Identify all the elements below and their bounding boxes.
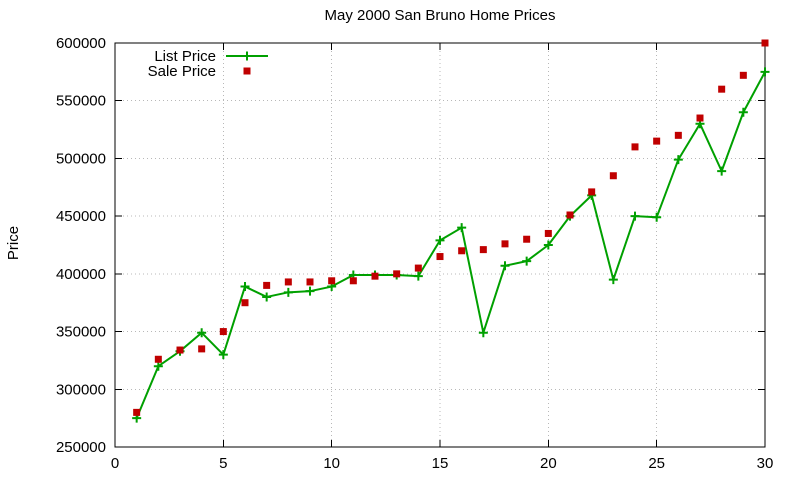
y-tick-label: 250000: [56, 439, 106, 456]
x-tick-label: 25: [648, 455, 665, 472]
sale-price-marker: [306, 278, 314, 286]
list-price-marker: [608, 275, 618, 285]
x-tick-label: 0: [111, 455, 119, 472]
x-tick-label: 30: [757, 455, 774, 472]
sale-price-marker: [328, 277, 336, 285]
sale-price-marker: [609, 172, 617, 180]
x-tick-label: 10: [323, 455, 340, 472]
list-price-marker: [262, 292, 272, 302]
y-tick-label: 450000: [56, 208, 106, 225]
x-tick-label: 15: [432, 455, 449, 472]
sale-price-marker: [154, 355, 162, 363]
legend-label-sale-price: Sale Price: [148, 63, 216, 80]
sale-price-marker: [631, 143, 639, 151]
sale-price-marker: [198, 345, 206, 353]
list-price-marker: [673, 155, 683, 165]
list-price-marker: [738, 107, 748, 117]
list-price-marker: [413, 271, 423, 281]
sale-price-marker: [371, 272, 379, 280]
sale-price-marker: [479, 246, 487, 254]
sale-price-marker: [566, 211, 574, 219]
y-tick-label: 600000: [56, 35, 106, 52]
sale-price-marker: [393, 270, 401, 278]
sale-price-marker: [263, 281, 271, 289]
list-price-marker: [760, 67, 770, 77]
list-price-marker: [218, 350, 228, 360]
sale-price-marker: [739, 71, 747, 79]
sale-price-marker: [436, 253, 444, 261]
sale-price-marker: [544, 229, 552, 237]
sale-price-marker: [588, 188, 596, 196]
sale-price-marker: [458, 247, 466, 255]
sale-price-marker: [284, 278, 292, 286]
list-price-marker: [630, 211, 640, 221]
sale-price-marker: [133, 408, 141, 416]
chart-title: May 2000 San Bruno Home Prices: [324, 7, 556, 24]
sale-price-marker: [176, 346, 184, 354]
sale-price-marker: [414, 264, 422, 272]
y-tick-label: 400000: [56, 266, 106, 283]
x-tick-label: 20: [540, 455, 557, 472]
list-price-marker: [305, 286, 315, 296]
list-price-marker: [717, 166, 727, 176]
list-price-marker: [197, 328, 207, 338]
sale-price-marker: [696, 114, 704, 122]
list-price-marker: [543, 240, 553, 250]
list-price-marker: [500, 261, 510, 271]
list-price-marker: [240, 282, 250, 292]
sale-price-marker: [653, 137, 661, 145]
sale-price-marker: [761, 39, 769, 47]
legend-sample-marker-sale-price: [243, 67, 251, 75]
list-price-line: [135, 71, 766, 419]
plot-frame: [114, 42, 766, 448]
y-tick-label: 300000: [56, 381, 106, 398]
sale-price-marker: [501, 240, 509, 248]
x-tick-label: 5: [219, 455, 227, 472]
y-tick-label: 550000: [56, 93, 106, 110]
list-price-marker: [652, 212, 662, 222]
y-tick-label: 350000: [56, 324, 106, 341]
sale-price-marker: [241, 299, 249, 307]
legend-label-list-price: List Price: [154, 48, 216, 65]
legend-sample-marker-list-price: [242, 51, 252, 61]
y-tick-label: 500000: [56, 150, 106, 167]
sale-price-marker: [523, 235, 531, 243]
sale-price-marker: [349, 277, 357, 285]
sale-price-marker: [219, 328, 227, 336]
list-price-marker: [522, 256, 532, 266]
sale-price-marker: [718, 85, 726, 93]
sale-price-marker: [674, 131, 682, 139]
list-price-marker: [478, 328, 488, 338]
list-price-marker: [435, 235, 445, 245]
list-price-marker: [153, 361, 163, 371]
list-price-marker: [457, 223, 467, 233]
list-price-marker: [283, 287, 293, 297]
